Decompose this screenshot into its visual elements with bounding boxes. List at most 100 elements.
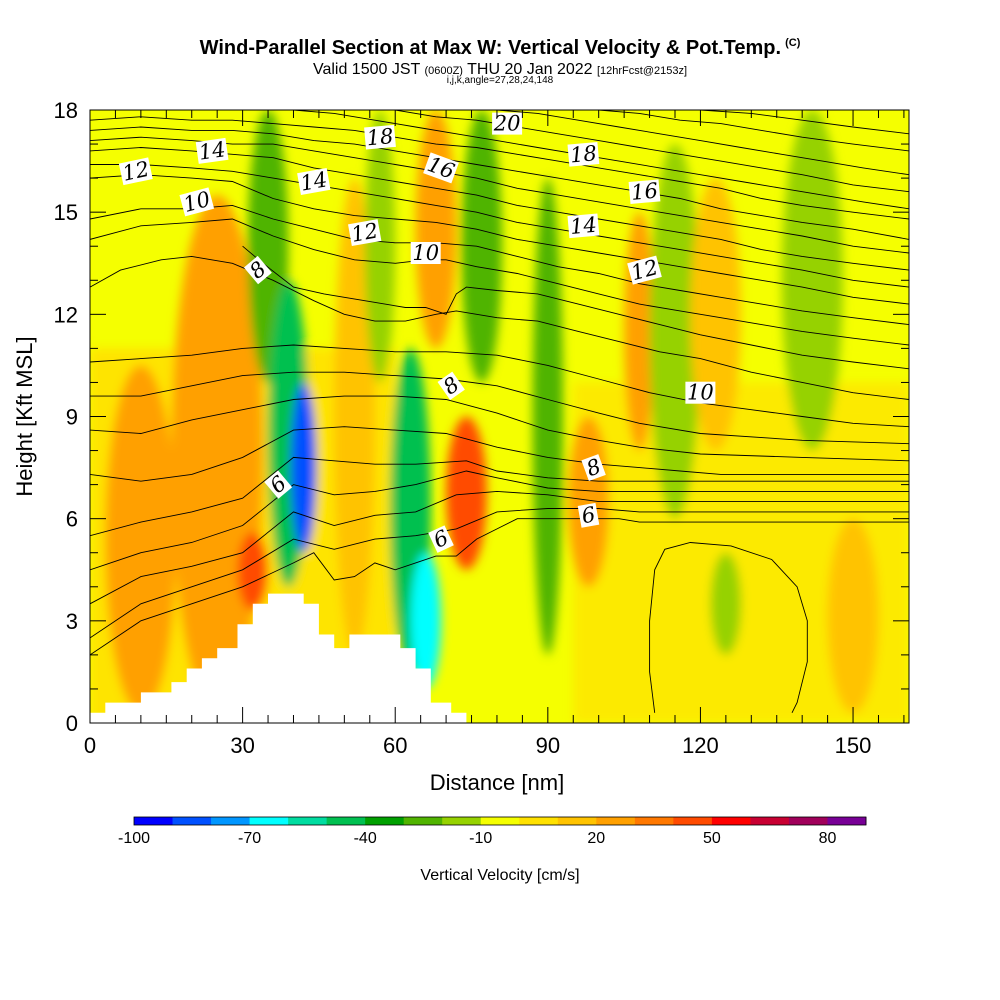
- contour-label-bg: [423, 152, 459, 184]
- y-tick-label: 15: [54, 200, 78, 225]
- y-tick-label: 9: [66, 405, 78, 430]
- contour-label-bg: [243, 255, 272, 285]
- contour-label-bg: [577, 502, 600, 528]
- colorbar-swatch-13: [634, 817, 674, 825]
- y-tick-label: 12: [54, 302, 78, 327]
- y-axis-label: Height [Kft MSL]: [12, 336, 37, 496]
- velocity-cell-20: [710, 552, 742, 655]
- contour-label-10: 18: [567, 141, 600, 167]
- contour-label-text: 6: [580, 502, 597, 528]
- theta-contour-11: [90, 218, 909, 346]
- contour-label-bg: [195, 137, 229, 164]
- colorbar-swatch-3: [249, 817, 289, 825]
- theta-contour-9: [90, 255, 909, 400]
- contour-label-bg: [567, 213, 600, 239]
- colorbar-frame: [133, 816, 867, 826]
- x-tick-label: 90: [536, 733, 560, 758]
- theta-contour-10: [242, 245, 909, 370]
- x-tick-label: 0: [84, 733, 96, 758]
- contour-label-text: 14: [197, 137, 227, 164]
- colorbar-swatch-1: [172, 817, 212, 825]
- colorbar-swatch-11: [557, 817, 597, 825]
- colorbar-swatch-14: [673, 817, 713, 825]
- velocity-cell-11: [446, 416, 487, 570]
- theta-contour-18: [90, 116, 909, 220]
- theta-contour-15: [90, 147, 909, 271]
- velocity-cell-18: [781, 110, 843, 451]
- copyright-mark: (C): [785, 37, 801, 50]
- contour-label-text: 14: [569, 213, 598, 239]
- theta-contour-13: [90, 174, 909, 305]
- colorbar-swatch-4: [288, 817, 328, 825]
- x-tick-label: 30: [230, 733, 254, 758]
- valid-utc: (0600Z): [424, 65, 463, 77]
- colorbar-swatch-8: [442, 817, 482, 825]
- theta-contour-22: [598, 110, 909, 152]
- plot-axes: 0 30 60 90 120 150 0 3 6 9 12 15 18 Distance [nm] Heig…: [12, 98, 910, 795]
- contour-label-7: 12: [348, 218, 382, 247]
- colorbar-label: Vertical Velocity [cm/s]: [420, 867, 579, 884]
- x-tick-label: 120: [682, 733, 719, 758]
- terrain-mask: [90, 593, 467, 723]
- contour-label-bg: [410, 242, 441, 264]
- contour-label-bg: [264, 470, 293, 499]
- colorbar-swatch-9: [480, 817, 520, 825]
- y-tick-label: 0: [66, 711, 78, 736]
- contour-label-bg: [118, 157, 153, 186]
- y-tick-label: 18: [54, 98, 78, 123]
- velocity-cell-5: [290, 382, 317, 553]
- x-tick-label: 60: [383, 733, 407, 758]
- colorbar: -100 -70 -40 -10 20 50 80 Vertical Velocity [cm…: [118, 816, 867, 884]
- contour-label-text: 12: [120, 157, 151, 186]
- theta-contour-20: [395, 110, 909, 193]
- contour-label-11: 16: [628, 179, 661, 205]
- contour-label-bg: [348, 219, 382, 247]
- contour-label-15: 10: [685, 381, 716, 405]
- contour-label-bg: [364, 124, 396, 150]
- contour-label-bg: [428, 525, 454, 553]
- theta-contour-14: [90, 164, 909, 288]
- colorbar-swatch-7: [403, 817, 443, 825]
- theta-contour-17: [90, 126, 909, 240]
- colorbar-swatch-6: [365, 817, 405, 825]
- velocity-cell-9: [410, 552, 441, 689]
- contour-label-text: 12: [349, 218, 379, 246]
- contour-label-5: 18: [364, 124, 396, 150]
- velocity-cell-2: [237, 532, 269, 611]
- theta-contour-3: [90, 470, 909, 571]
- valid-day: THU 20 Jan 2022: [467, 61, 593, 78]
- contour-label-13: 12: [627, 255, 662, 285]
- theta-contour-6: [90, 395, 909, 462]
- contour-label-bg: [685, 381, 716, 404]
- vertical-velocity-field: [90, 110, 909, 723]
- colorbar-swatch-2: [211, 817, 251, 825]
- theta-contour-2: [90, 490, 909, 605]
- colorbar-swatch-15: [711, 817, 751, 825]
- contour-label-bg: [627, 255, 662, 285]
- contour-label-bg: [297, 168, 331, 195]
- colorbar-tick-label: 50: [703, 830, 721, 847]
- contour-label-text: 10: [412, 241, 439, 265]
- field-blurred-group: [90, 110, 909, 723]
- contour-label-4: 14: [297, 167, 331, 196]
- colorbar-swatch-16: [750, 817, 790, 825]
- colorbar-swatch-17: [788, 817, 828, 825]
- theta-contour-23: [700, 110, 909, 135]
- velocity-cell-19: [827, 518, 879, 713]
- velocity-cell-13: [532, 178, 564, 655]
- theta-contour-closed: [649, 542, 808, 714]
- x-axis-label: Distance [nm]: [430, 770, 565, 795]
- contour-label-bg: [581, 454, 606, 482]
- contour-label-bg: [179, 187, 215, 217]
- theta-contour-4: [90, 456, 909, 537]
- velocity-cell-12: [461, 110, 503, 383]
- contour-label-19: 6: [577, 502, 600, 528]
- colorbar-tick-label: 20: [587, 830, 605, 847]
- contour-label-text: 10: [687, 381, 714, 405]
- contour-label-18: 6: [428, 525, 454, 553]
- valid-time: Valid 1500 JST: [312, 61, 420, 78]
- colorbar-tick-label: 80: [819, 830, 837, 847]
